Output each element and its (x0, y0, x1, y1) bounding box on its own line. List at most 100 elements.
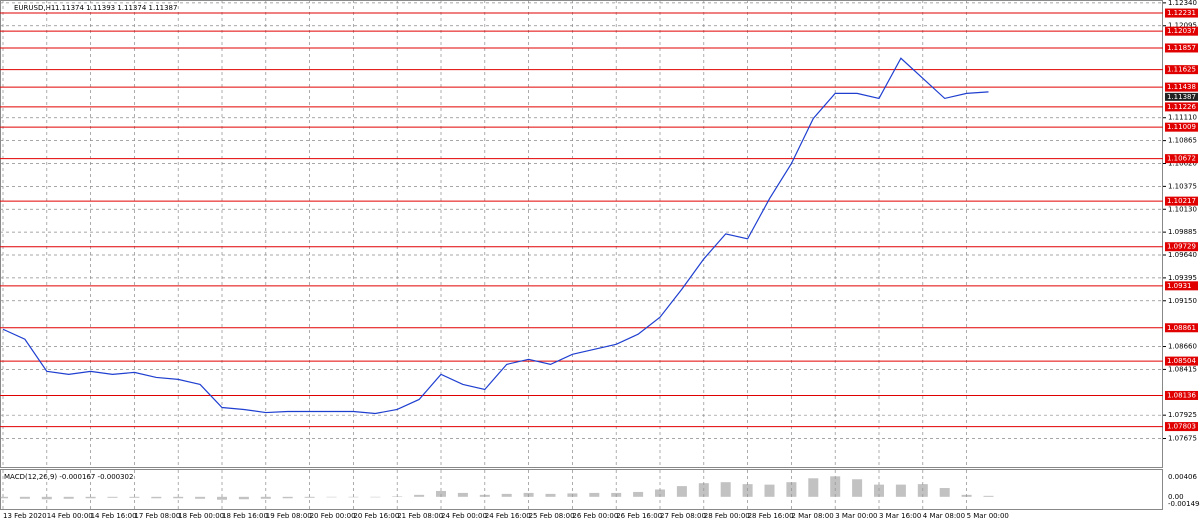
macd-bar (41, 496, 52, 500)
macd-bar (983, 495, 994, 497)
y-tick-label: 1.07675 (1168, 435, 1197, 443)
level-label: 1.12037 (1167, 27, 1196, 35)
level-label: 1.08136 (1167, 391, 1196, 399)
y-tick-label: 1.08415 (1168, 365, 1197, 373)
macd-bar (304, 496, 315, 498)
macd-bar (786, 482, 797, 497)
y-tick-label: 1.10375 (1168, 182, 1197, 190)
level-tag (1165, 281, 1198, 291)
level-label: 1.11857 (1167, 44, 1196, 52)
macd-bar (436, 490, 446, 497)
level-label: 1.09729 (1167, 243, 1196, 251)
macd-bar (63, 496, 74, 499)
y-tick-label: 1.09885 (1168, 228, 1197, 236)
price-line (2, 57, 989, 415)
price-label: 1.11387 (1167, 93, 1196, 101)
y-tick-label: 1.09150 (1168, 297, 1197, 305)
macd-bar (282, 496, 293, 499)
macd-bar (852, 479, 863, 497)
macd-bar (173, 496, 184, 499)
macd-tick-label: 0.00 (1168, 493, 1184, 501)
price-tag (1165, 92, 1198, 101)
macd-bar (567, 493, 578, 497)
macd-tick-label: -0.001494 (1168, 500, 1200, 508)
macd-bar (764, 484, 775, 497)
macd-bar (107, 496, 118, 498)
macd-bar (238, 496, 249, 500)
x-tick-label: 17 Feb 08:00 (134, 512, 180, 520)
macd-bar (348, 496, 359, 498)
x-tick-label: 3 Mar 16:00 (879, 512, 921, 520)
level-tag (1165, 8, 1198, 18)
macd-bar (655, 489, 665, 497)
level-tag (1165, 122, 1198, 132)
x-tick-label: 14 Feb 16:00 (91, 512, 137, 520)
level-tag (1165, 65, 1198, 75)
macd-bar (85, 496, 96, 499)
level-tag (1165, 102, 1198, 112)
macd-tick-label: 0.00406 (1168, 473, 1197, 481)
level-tag (1165, 356, 1198, 366)
x-tick-label: 13 Feb 2020 (3, 512, 47, 520)
level-tag (1165, 196, 1198, 206)
x-tick-label: 28 Feb 00:00 (704, 512, 750, 520)
macd-bar (457, 492, 468, 497)
x-tick-label: 27 Feb 08:00 (660, 512, 706, 520)
x-tick-label: 4 Mar 08:00 (923, 512, 965, 520)
y-tick-label: 1.10130 (1168, 205, 1197, 213)
x-tick-label: 24 Feb 00:00 (441, 512, 487, 520)
macd-bar (830, 476, 841, 497)
macd-bar (0, 496, 8, 499)
level-label: 1.08861 (1167, 324, 1196, 332)
x-tick-label: 25 Feb 08:00 (529, 512, 575, 520)
macd-bar (698, 483, 709, 497)
level-label: 1.07803 (1167, 423, 1196, 431)
macd-bar (720, 482, 731, 497)
y-tick-label: 1.07925 (1168, 411, 1197, 419)
level-label: 1.08504 (1167, 357, 1196, 365)
macd-frame (0, 469, 1163, 510)
macd-bar (895, 484, 906, 497)
macd-bar (414, 494, 425, 497)
chart-title: EURUSD,H1 (14, 4, 55, 12)
y-tick-label: 1.09640 (1168, 251, 1197, 259)
level-label: 1.10217 (1167, 197, 1196, 205)
x-tick-label: 5 Mar 00:00 (967, 512, 1009, 520)
macd-bar (19, 496, 30, 499)
level-label: 1.10672 (1167, 155, 1196, 163)
x-tick-label: 24 Feb 16:00 (485, 512, 531, 520)
y-tick-label: 1.12095 (1168, 22, 1197, 30)
level-tag (1165, 390, 1198, 400)
level-label: 1.12231 (1167, 9, 1196, 17)
level-label: 1.11438 (1167, 83, 1196, 91)
x-tick-label: 18 Feb 00:00 (178, 512, 224, 520)
level-tag (1165, 422, 1198, 432)
level-tag (1165, 323, 1198, 333)
x-tick-label: 28 Feb 16:00 (748, 512, 794, 520)
level-tag (1165, 154, 1198, 164)
macd-bar (961, 494, 972, 497)
macd-bar (479, 494, 490, 497)
macd-bar (260, 496, 271, 499)
macd-bar (676, 486, 687, 497)
x-tick-label: 21 Feb 08:00 (397, 512, 443, 520)
macd-bar (217, 496, 227, 500)
x-tick-label: 26 Feb 16:00 (616, 512, 662, 520)
level-label: 1.11226 (1167, 103, 1196, 111)
x-tick-label: 20 Feb 00:00 (310, 512, 356, 520)
ohlc: 1.11374 1.11393 1.11374 1.11387 (55, 4, 177, 12)
macd-title: MACD(12,26,9) -0.000167 -0.000302 (4, 473, 133, 481)
level-label: 1.0931 (1167, 282, 1192, 290)
x-tick-label: 19 Feb 08:00 (266, 512, 312, 520)
macd-bar (589, 492, 600, 497)
macd-bar (545, 493, 556, 497)
y-tick-label: 1.12340 (1168, 0, 1197, 7)
main-frame (0, 0, 1163, 468)
level-tag (1165, 43, 1198, 53)
level-label: 1.11625 (1167, 66, 1196, 74)
level-label: 1.11009 (1167, 123, 1196, 131)
macd-bar (195, 496, 206, 499)
x-tick-label: 14 Feb 00:00 (47, 512, 93, 520)
macd-bar (742, 484, 753, 497)
level-tag (1165, 242, 1198, 252)
